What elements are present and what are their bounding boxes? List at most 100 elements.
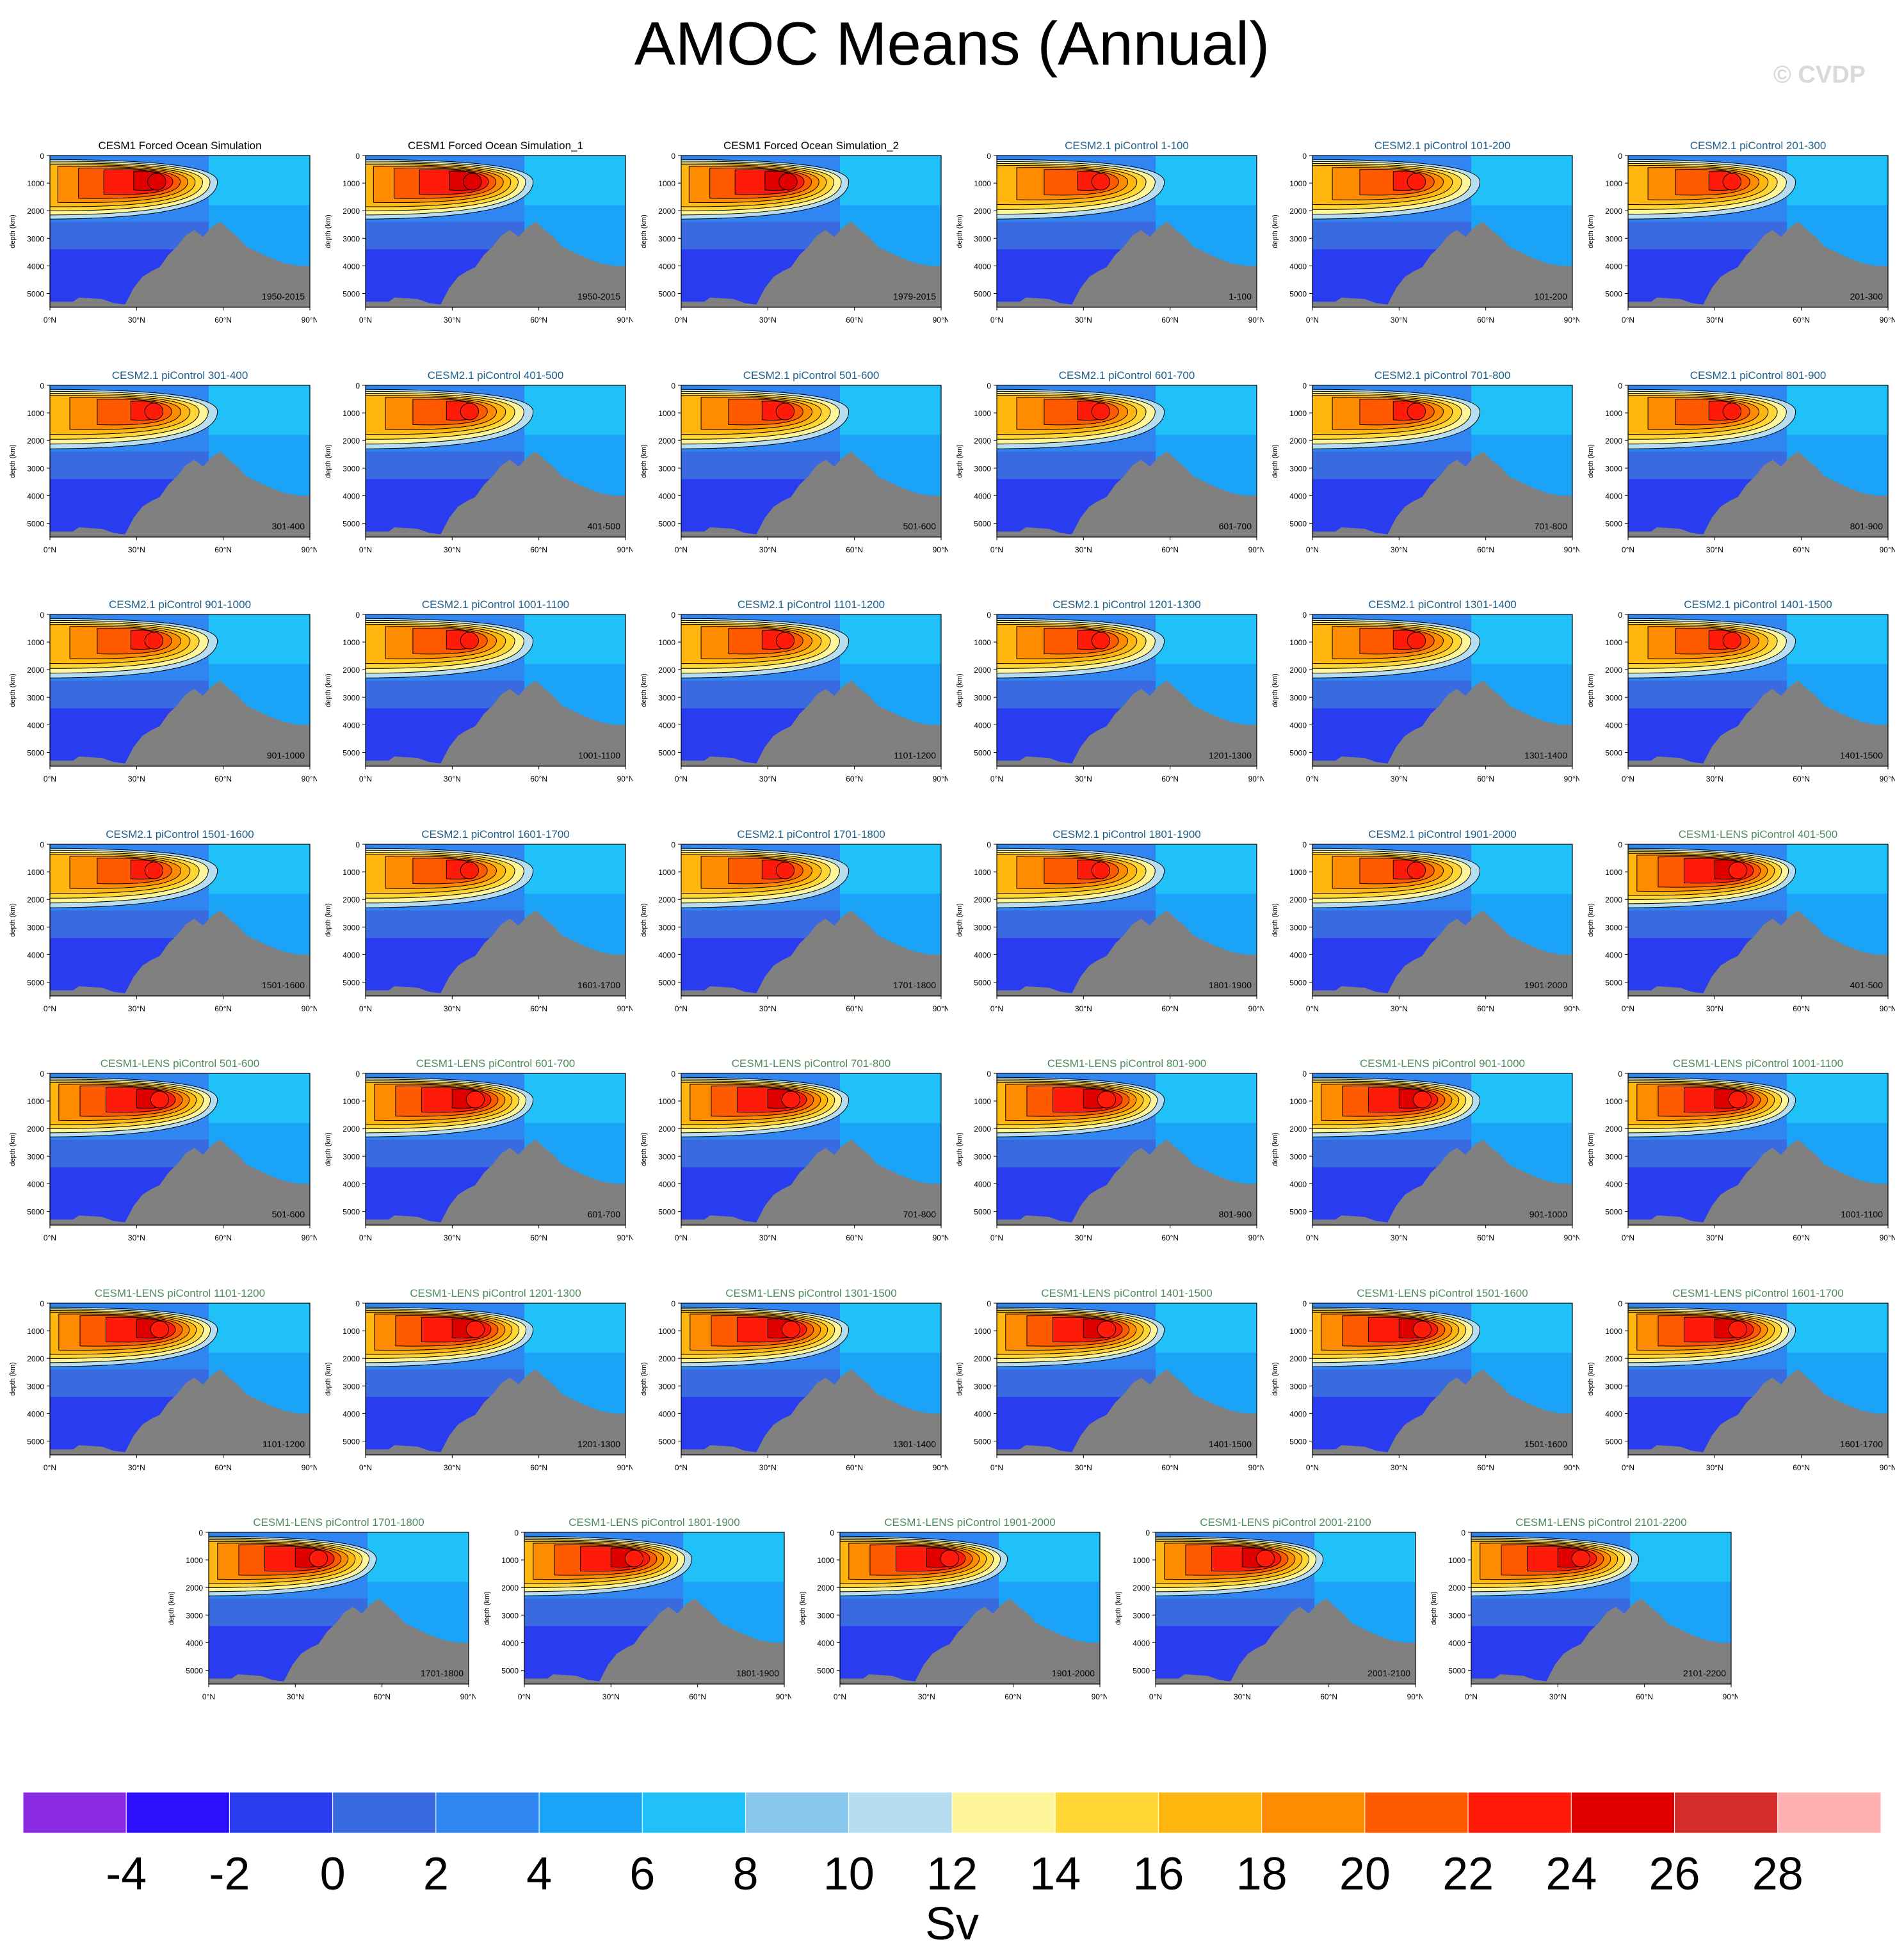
x-tick-label: 90°N xyxy=(1880,1233,1895,1242)
seafloor-topography xyxy=(50,1139,310,1225)
plot-frame xyxy=(49,614,311,767)
amoc-maximum xyxy=(1722,403,1742,421)
x-tick-label: 60°N xyxy=(1161,1463,1179,1472)
y-tick-label: 5000 xyxy=(658,519,675,528)
seafloor-topography xyxy=(997,1139,1257,1225)
x-tick-label: 90°N xyxy=(1723,1692,1738,1701)
y-tick-label: 5000 xyxy=(658,1207,675,1216)
y-tick-label: 0 xyxy=(40,1299,44,1308)
plot-frame xyxy=(1312,1303,1573,1456)
nordic-cell xyxy=(1156,1303,1257,1353)
x-tick-label: 0°N xyxy=(1465,1692,1478,1701)
y-tick-label: 1000 xyxy=(817,1556,834,1565)
x-tick-label: 0°N xyxy=(1149,1692,1162,1701)
y-tick-label: 4000 xyxy=(501,1639,519,1648)
plot-frame xyxy=(1312,1073,1573,1226)
amoc-panel: CESM2.1 piControl 301-400 301-400 0 1000 200… xyxy=(0,366,317,577)
x-tick-label: 60°N xyxy=(846,774,863,783)
y-tick-label: 4000 xyxy=(343,492,360,501)
nordic-cell xyxy=(1787,385,1888,435)
seafloor-topography xyxy=(50,1369,310,1455)
amoc-maximum xyxy=(460,632,480,650)
y-tick-label: 4000 xyxy=(658,1180,675,1189)
y-tick-label: 1000 xyxy=(1448,1556,1465,1565)
seafloor-topography xyxy=(840,1598,1100,1684)
y-tick-label: 2000 xyxy=(1605,207,1622,216)
y-tick-label: 1000 xyxy=(658,409,675,418)
amoc-maximum xyxy=(465,1320,485,1338)
period-label: 1101-1200 xyxy=(262,1439,305,1449)
y-tick-label: 0 xyxy=(987,840,991,849)
y-tick-label: 2000 xyxy=(27,666,44,675)
panel-title: CESM1-LENS piControl 901-1000 xyxy=(1360,1057,1525,1070)
y-tick-label: 0 xyxy=(671,152,675,161)
x-tick-label: 60°N xyxy=(1161,1004,1179,1013)
colorbar-box xyxy=(641,1792,746,1834)
y-tick-label: 0 xyxy=(355,152,360,161)
x-tick-label: 30°N xyxy=(759,774,777,783)
x-tick-label: 90°N xyxy=(302,316,317,325)
x-tick-label: 0°N xyxy=(1622,774,1634,783)
amoc-maximum xyxy=(465,1091,485,1109)
panel-svg: CESM2.1 piControl 401-500 401-500 0 1000 200… xyxy=(325,369,633,554)
nordic-cell xyxy=(209,844,310,894)
y-tick-label: 2000 xyxy=(974,437,991,445)
y-tick-label: 2000 xyxy=(974,207,991,216)
contour-field xyxy=(1628,156,1888,307)
y-tick-label: 1000 xyxy=(974,1327,991,1336)
y-tick-label: 1000 xyxy=(343,1327,360,1336)
y-tick-label: 5000 xyxy=(343,1207,360,1216)
amoc-panel: CESM1 Forced Ocean Simulation 1950-2015 0 1… xyxy=(0,136,317,348)
plot-frame xyxy=(49,1303,311,1456)
y-tick-label: 1000 xyxy=(658,1097,675,1106)
amoc-maximum xyxy=(144,403,164,421)
x-tick-label: 90°N xyxy=(933,1004,948,1013)
colorbar-label: 2 xyxy=(423,1849,449,1900)
seafloor-topography xyxy=(366,910,625,996)
y-axis-label: depth (km) xyxy=(325,444,332,478)
x-tick-label: 0°N xyxy=(518,1692,531,1701)
seafloor-topography xyxy=(1312,451,1572,537)
plot-frame xyxy=(681,614,942,767)
period-label: 1901-2000 xyxy=(1052,1668,1095,1678)
nordic-cell xyxy=(1471,385,1572,435)
y-axis-label: depth (km) xyxy=(483,1591,491,1625)
x-tick-label: 90°N xyxy=(617,1004,633,1013)
amoc-maximum xyxy=(1728,862,1748,879)
x-tick-label: 30°N xyxy=(1391,545,1408,554)
x-tick-label: 60°N xyxy=(1161,1233,1179,1242)
contour-field xyxy=(1628,1303,1888,1455)
x-tick-label: 30°N xyxy=(602,1692,620,1701)
panel-title: CESM1-LENS piControl 2001-2100 xyxy=(1200,1516,1371,1528)
x-tick-label: 90°N xyxy=(1880,1004,1895,1013)
y-tick-label: 3000 xyxy=(974,464,991,473)
x-tick-label: 30°N xyxy=(1391,1004,1408,1013)
y-tick-label: 4000 xyxy=(1289,1409,1307,1418)
colorbar-label: 16 xyxy=(1133,1849,1184,1900)
y-tick-label: 3000 xyxy=(27,1382,44,1391)
x-tick-label: 90°N xyxy=(1564,316,1579,325)
seafloor-topography xyxy=(681,451,941,537)
panel-title: CESM1-LENS piControl 801-900 xyxy=(1047,1057,1207,1070)
y-tick-label: 5000 xyxy=(27,978,44,987)
colorbar-box xyxy=(229,1792,334,1834)
y-tick-label: 2000 xyxy=(1448,1584,1465,1592)
y-tick-label: 1000 xyxy=(27,409,44,418)
amoc-maximum xyxy=(775,403,795,421)
plot-frame xyxy=(681,385,942,538)
period-label: 601-700 xyxy=(1219,521,1252,531)
seafloor-topography xyxy=(997,1369,1257,1455)
x-tick-label: 0°N xyxy=(359,1233,372,1242)
panel-title: CESM2.1 piControl 1101-1200 xyxy=(738,598,885,611)
panel-title: CESM1 Forced Ocean Simulation xyxy=(98,140,261,152)
x-tick-label: 30°N xyxy=(759,1004,777,1013)
x-tick-label: 0°N xyxy=(675,1463,688,1472)
x-tick-label: 90°N xyxy=(1407,1692,1423,1701)
plot-frame xyxy=(49,385,311,538)
y-tick-label: 3000 xyxy=(658,1382,675,1391)
contour-field xyxy=(681,614,941,766)
plot-frame xyxy=(365,614,626,767)
y-tick-label: 1000 xyxy=(501,1556,519,1565)
amoc-panel: CESM2.1 piControl 1601-1700 1601-1700 0 100… xyxy=(316,825,633,1036)
y-tick-label: 5000 xyxy=(27,289,44,298)
